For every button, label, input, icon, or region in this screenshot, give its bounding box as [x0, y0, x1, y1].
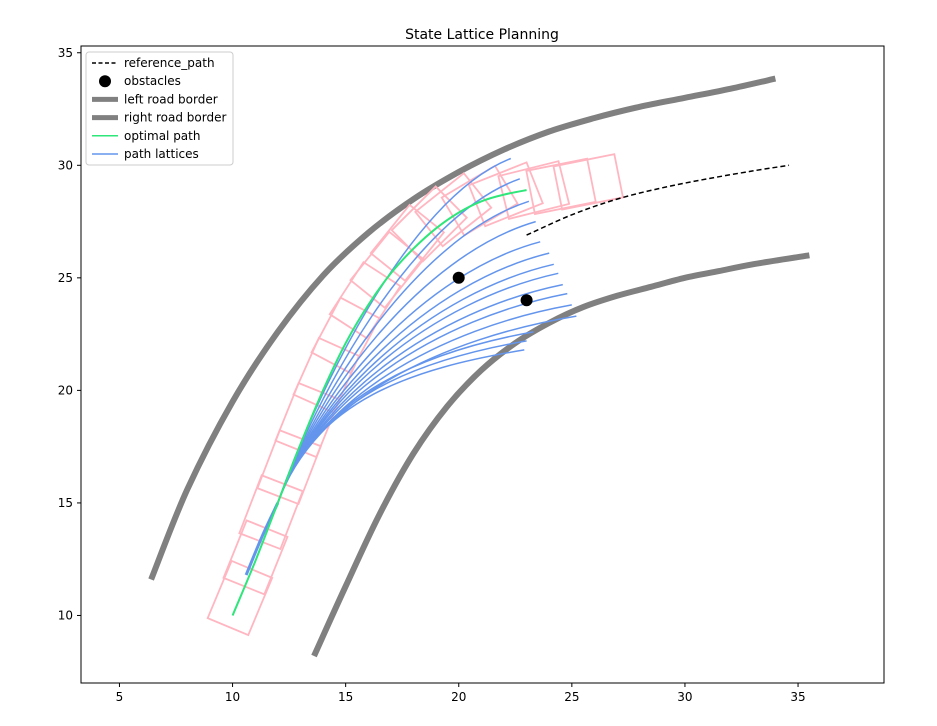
legend-label: reference_path [124, 56, 215, 70]
path-lattice-line [277, 349, 525, 504]
y-tick-label: 25 [58, 271, 73, 285]
vehicle-box [414, 171, 493, 248]
left-road-border-line [148, 75, 777, 581]
legend-label: path lattices [124, 147, 199, 161]
plot-area [148, 75, 810, 658]
obstacle-point [452, 271, 465, 284]
y-tick-label: 30 [58, 158, 73, 172]
x-tick-label: 15 [338, 690, 353, 704]
vehicle-box-outline [525, 157, 597, 216]
vehicle-box [328, 260, 402, 340]
y-tick-label: 35 [58, 46, 73, 60]
vehicle-box [390, 185, 469, 263]
vehicle-box-outline [390, 185, 469, 263]
chart-title: State Lattice Planning [405, 27, 559, 43]
legend-label: left road border [124, 92, 218, 106]
vehicle-box-outline [552, 153, 625, 211]
vehicle-box [467, 161, 544, 228]
optimal-path-line [231, 189, 527, 616]
vehicle-box [274, 381, 341, 459]
vehicle-box-outline [256, 429, 322, 506]
plot-frame [80, 45, 885, 684]
legend-label: obstacles [124, 74, 181, 88]
x-tick-label: 30 [677, 690, 692, 704]
x-tick-label: 20 [451, 690, 466, 704]
vehicle-box [497, 160, 571, 220]
vehicle-box [525, 157, 597, 216]
y-tick-label: 10 [58, 608, 73, 622]
x-tick-label: 10 [225, 690, 240, 704]
obstacle-point [520, 294, 533, 307]
y-tick-label: 15 [58, 496, 73, 510]
vehicle-box [369, 203, 446, 283]
vehicle-box-outline [328, 260, 402, 340]
vehicle-box [310, 296, 381, 375]
vehicle-box-outline [310, 296, 381, 375]
reference-path-line [526, 164, 790, 236]
vehicle-box [292, 336, 361, 414]
legend: reference_path obstacles left road border r… [85, 51, 234, 166]
vehicle-box-outline [414, 171, 493, 248]
vehicle-box-outline [274, 381, 341, 459]
legend-label: right road border [124, 111, 226, 125]
x-tick-label: 25 [564, 690, 579, 704]
x-tick-label: 5 [116, 690, 124, 704]
legend-box [85, 51, 234, 166]
vehicle-box-outline [292, 336, 361, 414]
right-road-border-line [311, 252, 810, 658]
vehicle-box [552, 153, 625, 211]
y-tick-label: 20 [58, 383, 73, 397]
legend-label: optimal path [124, 129, 200, 143]
legend-marker-obstacles [99, 75, 111, 88]
x-tick-label: 35 [790, 690, 805, 704]
vehicle-box-outline [369, 203, 446, 283]
vehicle-box-outline [467, 161, 544, 228]
vehicle-box-outline [497, 160, 571, 220]
axis-ticks: 5 10 15 20 25 30 35 10 15 20 25 30 35 [58, 46, 806, 704]
vehicle-box [256, 429, 322, 506]
